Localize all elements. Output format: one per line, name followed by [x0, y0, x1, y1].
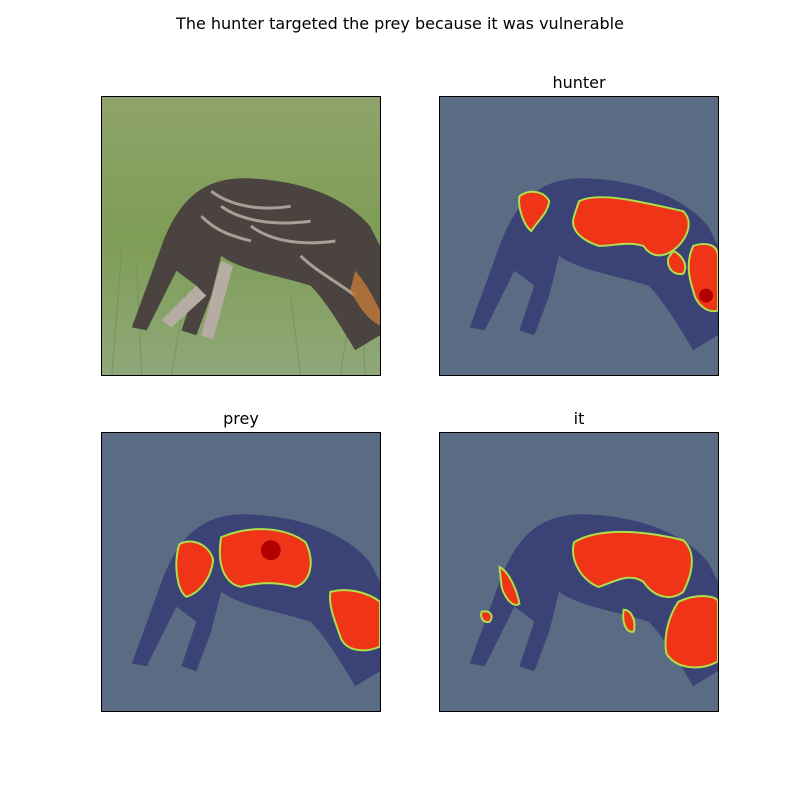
original-image: [102, 97, 380, 375]
panel-title-it: it: [573, 409, 585, 428]
heatmap-hunter: [440, 97, 718, 375]
panel-prey: [101, 432, 381, 712]
panel-title-prey: prey: [223, 409, 259, 428]
figure-title: The hunter targeted the prey because it …: [176, 14, 624, 33]
panel-title-hunter: hunter: [552, 73, 606, 92]
heatmap-prey: [102, 433, 380, 711]
heatmap-it: [440, 433, 718, 711]
panel-original: [101, 96, 381, 376]
panel-it: [439, 432, 719, 712]
panel-hunter: [439, 96, 719, 376]
